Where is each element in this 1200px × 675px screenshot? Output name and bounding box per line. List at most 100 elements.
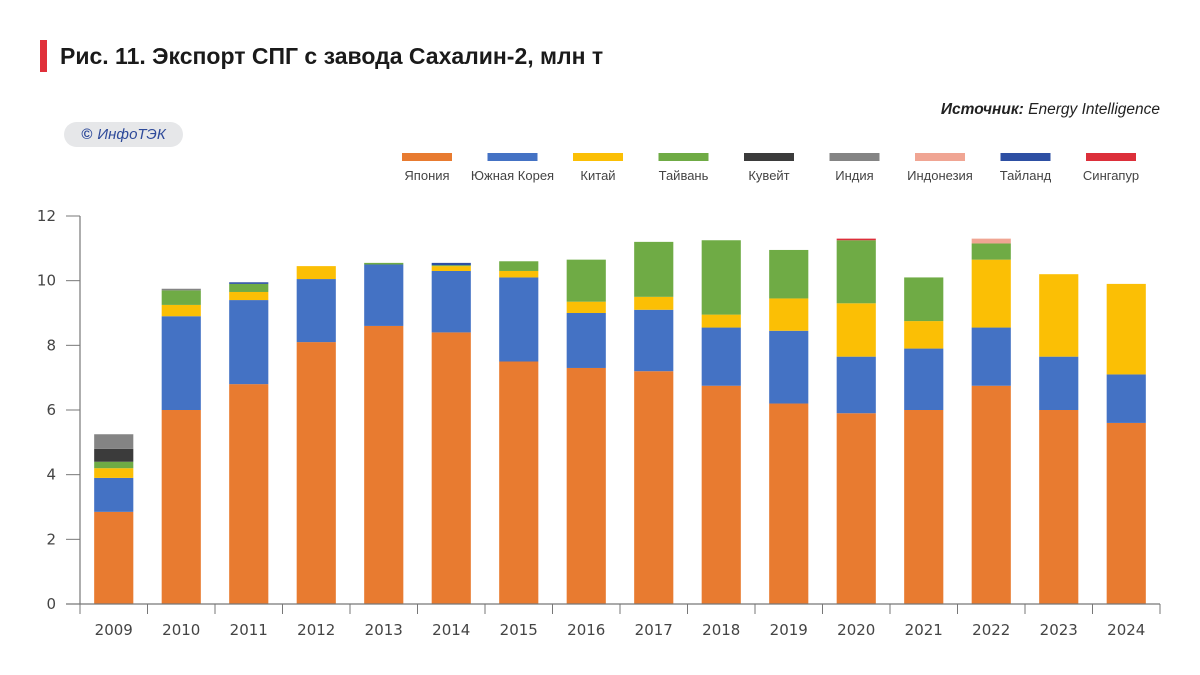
source-value: Energy Intelligence — [1028, 101, 1160, 118]
x-tick-label-2009: 2009 — [95, 621, 133, 639]
bar-segment-2023-0 — [1039, 410, 1079, 604]
bar-segment-2020-0 — [836, 413, 876, 604]
bar-segment-2011-0 — [229, 384, 269, 604]
title-accent-bar — [40, 40, 47, 72]
legend-label-3: Тайвань — [659, 168, 709, 183]
y-tick-label-4: 4 — [46, 466, 56, 484]
bar-segment-2019-3 — [769, 249, 809, 299]
legend: Япония Южная Корея Китай Тайвань Кувейт Индия… — [402, 153, 1139, 183]
bar-segment-2021-3 — [904, 277, 944, 322]
bar-segment-2009-5 — [94, 434, 134, 449]
bar-segment-2022-3 — [971, 243, 1011, 260]
bar-segment-2012-1 — [296, 279, 336, 343]
bar-segment-2010-5 — [161, 288, 201, 291]
bar-segment-2010-3 — [161, 290, 201, 305]
x-tick-label-2018: 2018 — [702, 621, 740, 639]
copyright-icon: © — [81, 126, 93, 143]
bar-segment-2018-3 — [701, 240, 741, 315]
x-tick-label-2014: 2014 — [432, 621, 470, 639]
bar-segment-2019-0 — [769, 403, 809, 604]
source-note: Источник: Energy Intelligence — [941, 101, 1160, 119]
publisher-name: ИнфоТЭК — [97, 126, 166, 143]
legend-swatch-3 — [658, 153, 709, 161]
bar-segment-2010-0 — [161, 410, 201, 604]
bar-segment-2018-1 — [701, 327, 741, 386]
bar-segment-2013-1 — [364, 264, 404, 326]
bar-segment-2017-0 — [634, 371, 674, 604]
y-tick-label-12: 12 — [37, 207, 56, 225]
x-tick-label-2020: 2020 — [837, 621, 875, 639]
chart-title: Рис. 11. Экспорт СПГ с завода Сахалин-2,… — [60, 43, 604, 69]
legend-swatch-2 — [573, 153, 623, 161]
bar-segment-2015-1 — [499, 277, 539, 362]
bar-segment-2017-2 — [634, 296, 674, 310]
bar-segment-2009-3 — [94, 461, 134, 469]
bar-segment-2015-0 — [499, 361, 539, 604]
bar-segment-2019-2 — [769, 298, 809, 331]
bar-segment-2012-2 — [296, 266, 336, 280]
bar-segment-2014-1 — [431, 270, 471, 333]
bar-segment-2010-2 — [161, 304, 201, 317]
bar-segment-2022-0 — [971, 385, 1011, 604]
bar-segment-2020-8 — [836, 238, 876, 241]
bar-segment-2011-2 — [229, 291, 269, 301]
x-tick-label-2012: 2012 — [297, 621, 335, 639]
bar-segment-2009-2 — [94, 468, 134, 478]
bar-segment-2017-3 — [634, 241, 674, 297]
legend-label-8: Сингапур — [1083, 168, 1139, 183]
legend-swatch-1 — [487, 153, 538, 161]
bar-segment-2022-1 — [971, 327, 1011, 386]
bar-segment-2013-3 — [364, 262, 404, 265]
source-label: Источник: — [940, 101, 1024, 118]
y-tick-label-0: 0 — [46, 595, 56, 613]
bar-segment-2015-3 — [499, 261, 539, 271]
legend-swatch-5 — [829, 153, 880, 161]
bar-segment-2009-4 — [94, 448, 134, 462]
x-tick-label-2017: 2017 — [635, 621, 673, 639]
bar-segment-2021-2 — [904, 321, 944, 349]
bar-segment-2018-2 — [701, 314, 741, 328]
legend-label-7: Тайланд — [1000, 168, 1052, 183]
x-tick-label-2019: 2019 — [770, 621, 808, 639]
bar-segment-2021-1 — [904, 348, 944, 410]
bar-segment-2023-2 — [1039, 274, 1079, 357]
bar-segment-2022-6 — [971, 238, 1011, 244]
legend-swatch-0 — [402, 153, 452, 161]
bar-segment-2022-2 — [971, 259, 1011, 328]
x-tick-label-2016: 2016 — [567, 621, 605, 639]
bar-segment-2011-7 — [229, 282, 269, 284]
legend-label-6: Индонезия — [907, 168, 973, 183]
bar-segment-2009-0 — [94, 511, 134, 604]
bar-segment-2021-0 — [904, 410, 944, 604]
x-tick-label-2023: 2023 — [1040, 621, 1078, 639]
bar-segment-2015-2 — [499, 270, 539, 278]
legend-swatch-8 — [1086, 153, 1136, 161]
x-tick-label-2021: 2021 — [905, 621, 943, 639]
bar-segment-2014-3 — [431, 265, 471, 267]
bar-segment-2017-1 — [634, 309, 674, 372]
legend-swatch-4 — [744, 153, 794, 161]
bar-segment-2020-1 — [836, 356, 876, 414]
x-tick-label-2010: 2010 — [162, 621, 200, 639]
publisher-badge: © ИнфоТЭК — [64, 122, 183, 147]
y-tick-label-2: 2 — [46, 530, 56, 548]
legend-label-0: Япония — [404, 168, 449, 183]
legend-label-5: Индия — [835, 168, 873, 183]
bar-segment-2020-3 — [836, 240, 876, 304]
bar-segment-2010-1 — [161, 316, 201, 410]
bar-segment-2024-1 — [1106, 374, 1146, 423]
legend-label-4: Кувейт — [748, 168, 789, 183]
bar-segment-2019-1 — [769, 330, 809, 404]
bar-segment-2016-3 — [566, 259, 606, 302]
legend-label-1: Южная Корея — [471, 168, 554, 183]
axes: 0 2 4 6 8 10 12 2009 2010 2011 2012 2013 2014 2015 201… — [37, 207, 1161, 639]
bar-segment-2011-1 — [229, 300, 269, 385]
bar-segment-2014-7 — [431, 262, 471, 266]
bar-segment-2024-2 — [1106, 283, 1146, 375]
bar-segment-2023-1 — [1039, 356, 1079, 410]
bar-segment-2016-2 — [566, 301, 606, 313]
bar-segment-2016-1 — [566, 313, 606, 368]
bar-segment-2011-3 — [229, 283, 269, 292]
bar-segment-2014-2 — [431, 266, 471, 271]
